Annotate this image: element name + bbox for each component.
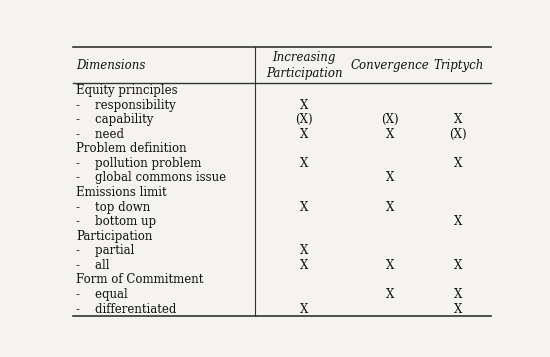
Text: X: X [386, 288, 394, 301]
Text: -    global commons issue: - global commons issue [76, 171, 227, 185]
Text: X: X [300, 303, 309, 316]
Text: -    capability: - capability [76, 113, 154, 126]
Text: X: X [454, 288, 463, 301]
Text: -    partial: - partial [76, 244, 135, 257]
Text: X: X [454, 215, 463, 228]
Text: (X): (X) [295, 113, 313, 126]
Text: -    all: - all [76, 259, 110, 272]
Text: Problem definition: Problem definition [76, 142, 187, 155]
Text: X: X [300, 259, 309, 272]
Text: Equity principles: Equity principles [76, 84, 178, 97]
Text: X: X [386, 171, 394, 185]
Text: (X): (X) [381, 113, 399, 126]
Text: X: X [386, 259, 394, 272]
Text: Participation: Participation [76, 230, 153, 243]
Text: -    need: - need [76, 128, 124, 141]
Text: X: X [300, 244, 309, 257]
Text: X: X [300, 157, 309, 170]
Text: -    bottom up: - bottom up [76, 215, 157, 228]
Text: Emissions limit: Emissions limit [76, 186, 167, 199]
Text: X: X [454, 303, 463, 316]
Text: X: X [300, 128, 309, 141]
Text: -    responsibility: - responsibility [76, 99, 176, 112]
Text: X: X [454, 157, 463, 170]
Text: X: X [300, 99, 309, 112]
Text: Convergence: Convergence [350, 59, 429, 72]
Text: (X): (X) [449, 128, 467, 141]
Text: -    equal: - equal [76, 288, 128, 301]
Text: X: X [300, 201, 309, 213]
Text: Dimensions: Dimensions [76, 59, 146, 72]
Text: -    differentiated: - differentiated [76, 303, 177, 316]
Text: Form of Commitment: Form of Commitment [76, 273, 204, 286]
Text: X: X [454, 113, 463, 126]
Text: -    top down: - top down [76, 201, 151, 213]
Text: Increasing
Participation: Increasing Participation [266, 51, 343, 80]
Text: Triptych: Triptych [433, 59, 483, 72]
Text: X: X [386, 201, 394, 213]
Text: X: X [454, 259, 463, 272]
Text: X: X [386, 128, 394, 141]
Text: -    pollution problem: - pollution problem [76, 157, 202, 170]
